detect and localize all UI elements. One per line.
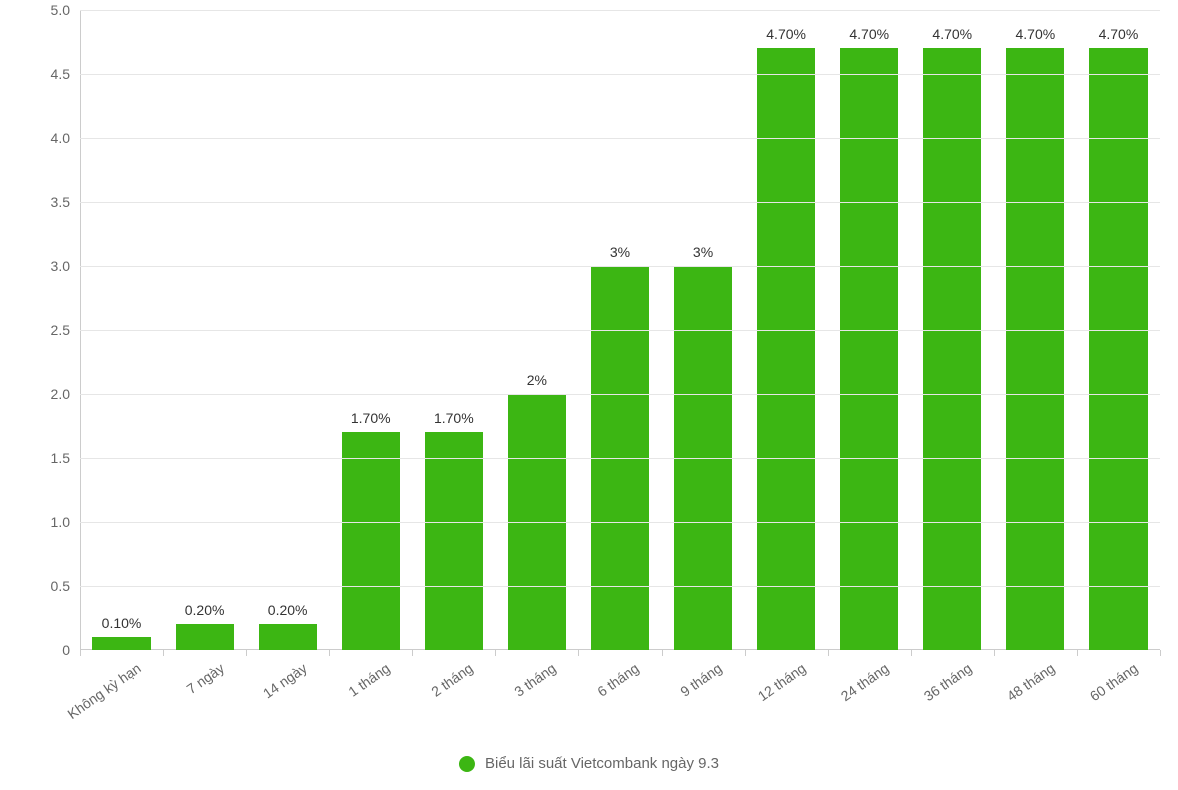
- x-tick: [1077, 650, 1078, 656]
- x-category-label: 60 tháng: [1080, 650, 1141, 704]
- y-tick-label: 3.0: [51, 258, 80, 274]
- x-category-label: 6 tháng: [588, 650, 642, 700]
- y-tick-label: 4.0: [51, 130, 80, 146]
- x-tick: [412, 650, 413, 656]
- bar-value-label: 1.70%: [434, 410, 474, 432]
- gridline: [80, 74, 1160, 75]
- bar-value-label: 1.70%: [351, 410, 391, 432]
- gridline: [80, 330, 1160, 331]
- chart-container: 0.10%0.20%0.20%1.70%1.70%2%3%3%4.70%4.70…: [0, 0, 1178, 790]
- x-category-label: Không kỳ hạn: [57, 650, 143, 722]
- legend-swatch: [459, 756, 475, 772]
- x-tick: [578, 650, 579, 656]
- y-tick-label: 0: [62, 642, 80, 658]
- y-tick-label: 1.5: [51, 450, 80, 466]
- legend-label: Biểu lãi suất Vietcombank ngày 9.3: [485, 755, 719, 772]
- x-tick: [911, 650, 912, 656]
- bar: 1.70%: [425, 432, 483, 650]
- bar-value-label: 3%: [693, 244, 713, 266]
- bar-value-label: 4.70%: [766, 26, 806, 48]
- bar-value-label: 3%: [610, 244, 630, 266]
- x-tick: [495, 650, 496, 656]
- x-category-label: 2 tháng: [422, 650, 476, 700]
- y-tick-label: 2.5: [51, 322, 80, 338]
- x-tick: [828, 650, 829, 656]
- x-category-label: 48 tháng: [997, 650, 1058, 704]
- bar-value-label: 4.70%: [932, 26, 972, 48]
- y-tick-label: 2.0: [51, 386, 80, 402]
- x-tick: [163, 650, 164, 656]
- bar-value-label: 0.20%: [185, 602, 225, 624]
- y-tick-label: 4.5: [51, 66, 80, 82]
- bar-value-label: 0.20%: [268, 602, 308, 624]
- x-tick: [662, 650, 663, 656]
- bar-value-label: 0.10%: [102, 615, 142, 637]
- x-category-label: 1 tháng: [339, 650, 393, 700]
- gridline: [80, 266, 1160, 267]
- x-category-label: 36 tháng: [914, 650, 975, 704]
- x-tick: [246, 650, 247, 656]
- x-category-label: 24 tháng: [831, 650, 892, 704]
- y-tick-label: 3.5: [51, 194, 80, 210]
- y-tick-label: 5.0: [51, 2, 80, 18]
- x-tick: [994, 650, 995, 656]
- x-tick: [1160, 650, 1161, 656]
- bar: 0.20%: [259, 624, 317, 650]
- x-tick: [80, 650, 81, 656]
- bar-value-label: 2%: [527, 372, 547, 394]
- gridline: [80, 458, 1160, 459]
- gridline: [80, 202, 1160, 203]
- bar: 1.70%: [342, 432, 400, 650]
- x-category-label: 3 tháng: [505, 650, 559, 700]
- bar-value-label: 4.70%: [1016, 26, 1056, 48]
- gridline: [80, 522, 1160, 523]
- bar: 0.10%: [92, 637, 150, 650]
- gridline: [80, 10, 1160, 11]
- x-category-label: 7 ngày: [176, 650, 227, 697]
- bar-value-label: 4.70%: [849, 26, 889, 48]
- x-tick: [745, 650, 746, 656]
- gridline: [80, 586, 1160, 587]
- y-tick-label: 0.5: [51, 578, 80, 594]
- bar-value-label: 4.70%: [1099, 26, 1139, 48]
- y-tick-label: 1.0: [51, 514, 80, 530]
- legend: Biểu lãi suất Vietcombank ngày 9.3: [459, 755, 719, 772]
- x-category-label: 9 tháng: [671, 650, 725, 700]
- plot-area: 0.10%0.20%0.20%1.70%1.70%2%3%3%4.70%4.70…: [80, 10, 1160, 650]
- bar: 0.20%: [176, 624, 234, 650]
- x-category-label: 14 ngày: [253, 650, 310, 702]
- gridline: [80, 138, 1160, 139]
- gridline: [80, 394, 1160, 395]
- x-tick: [329, 650, 330, 656]
- x-category-label: 12 tháng: [748, 650, 809, 704]
